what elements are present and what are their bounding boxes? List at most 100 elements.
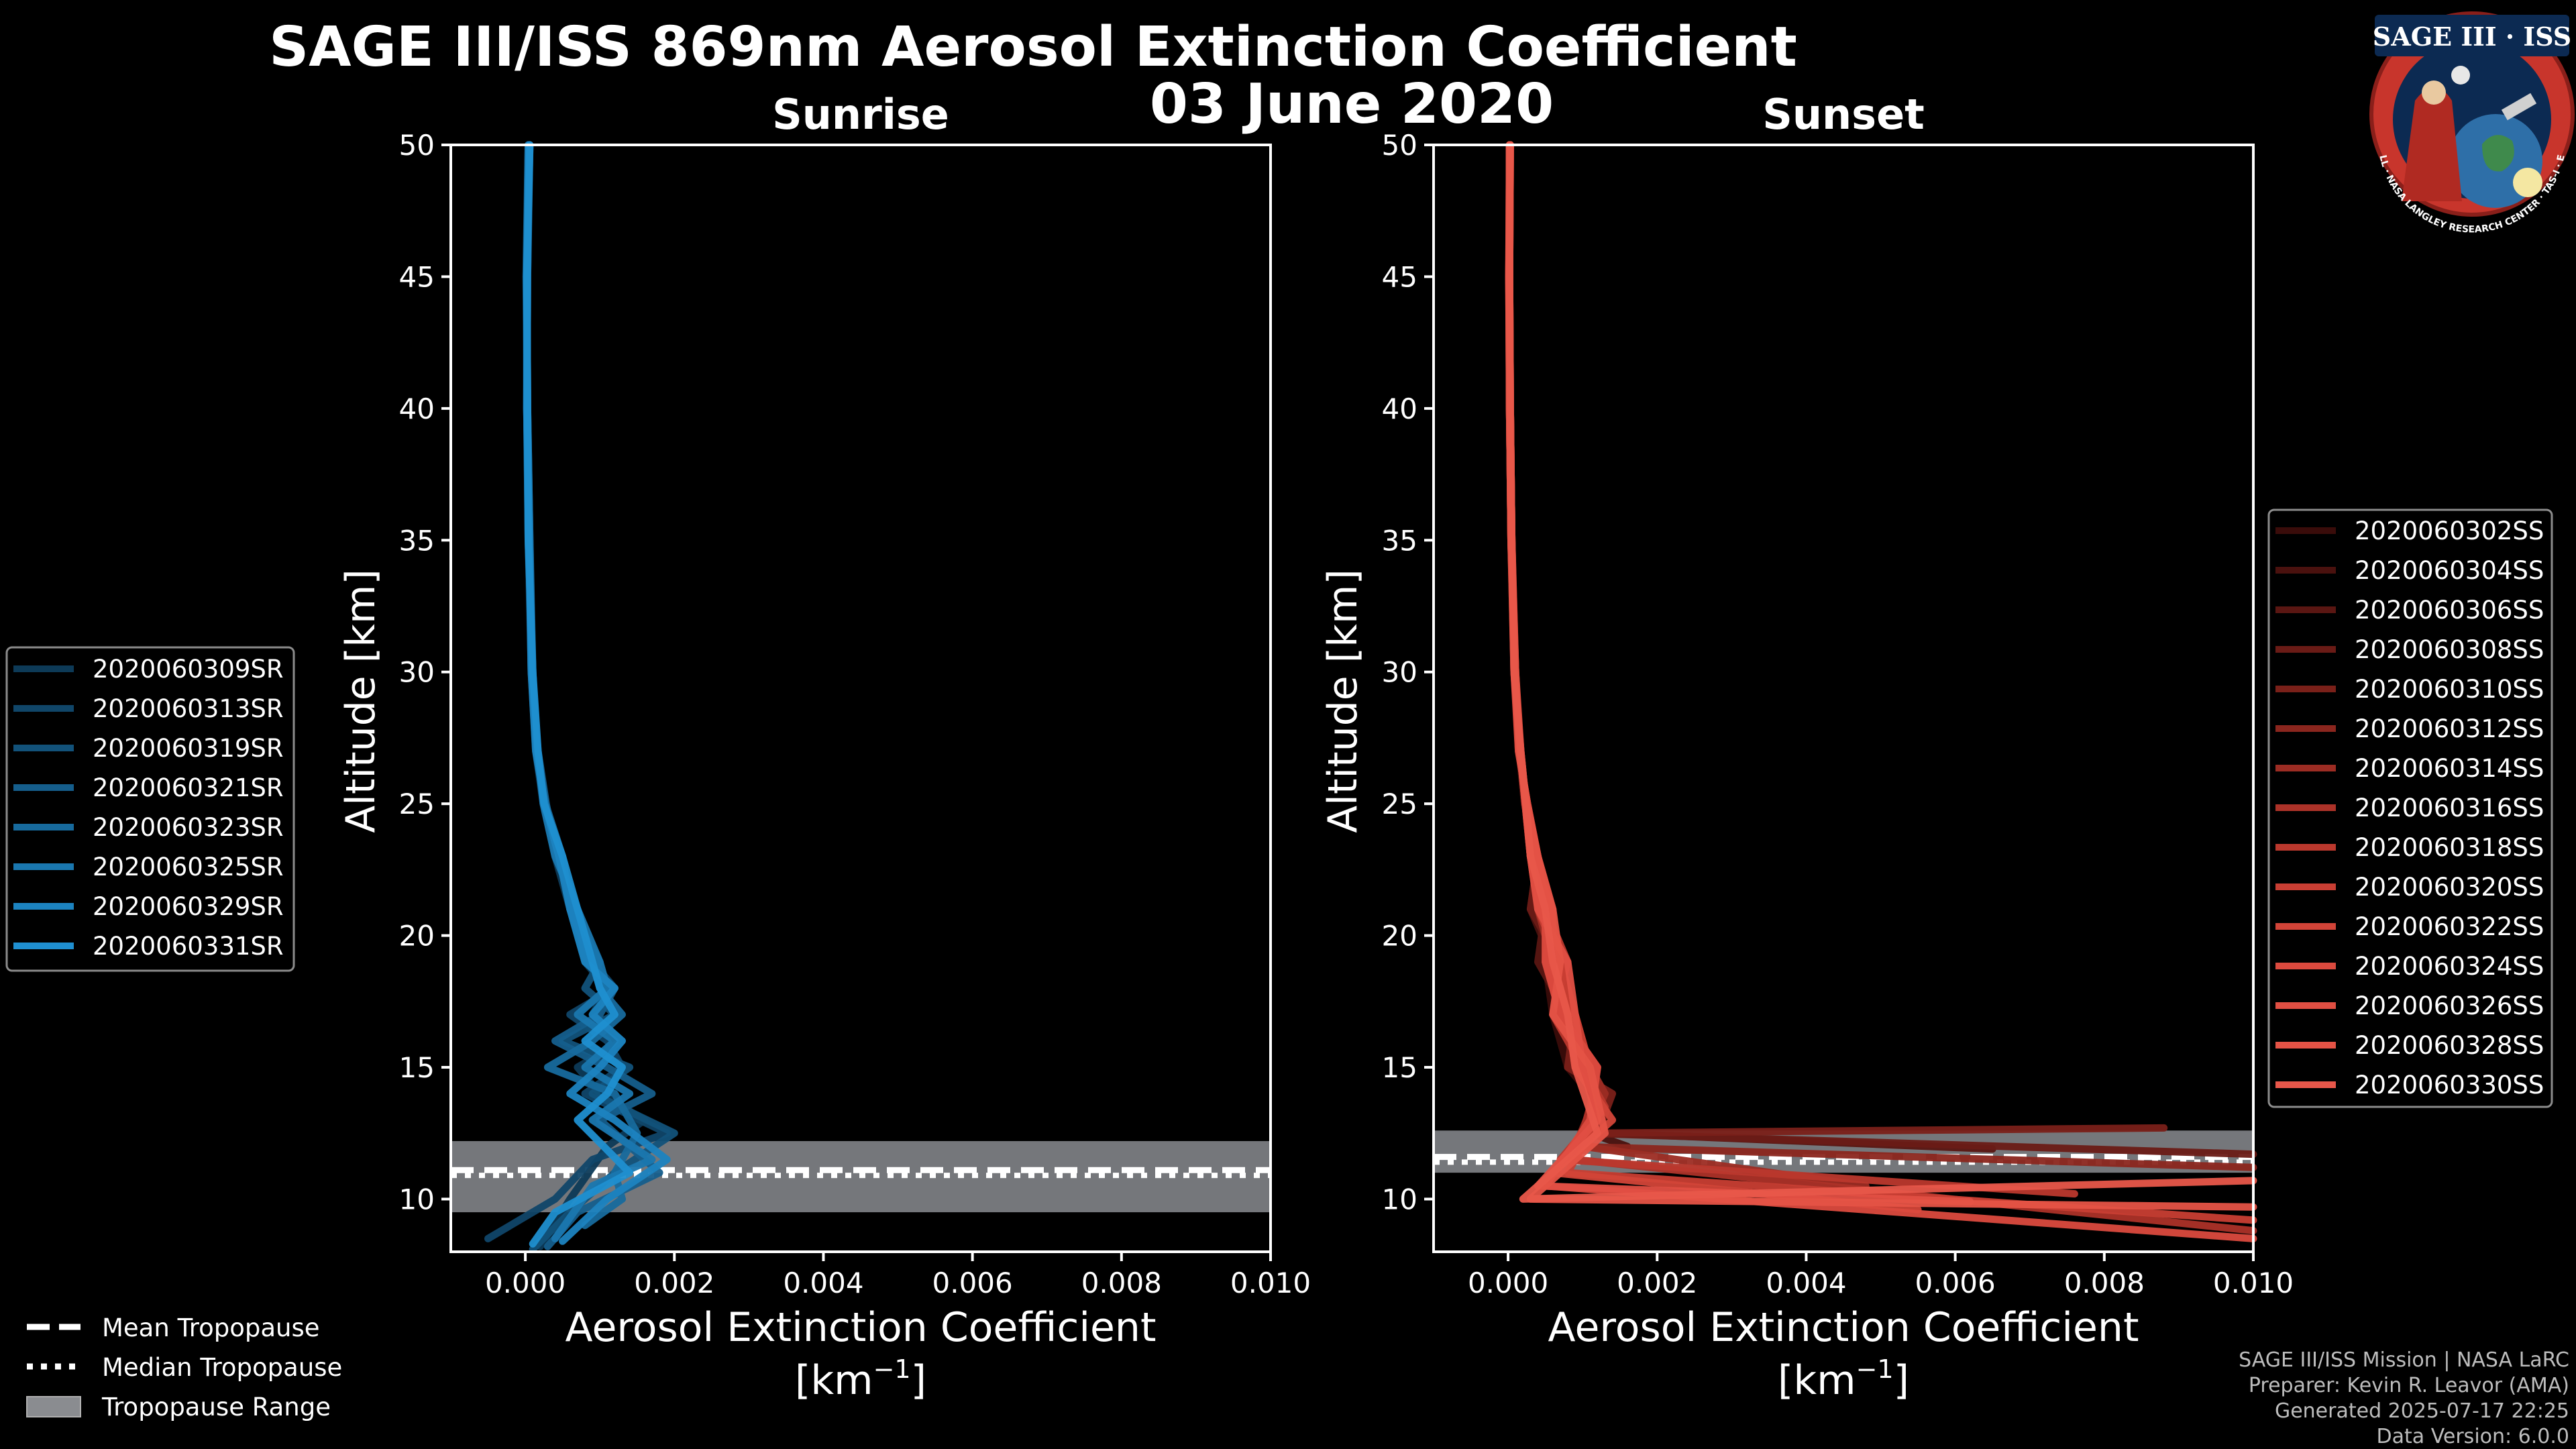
sunset-x-tick-label: 0.008 (2064, 1267, 2145, 1299)
sunset-legend-label: 2020060312SS (2355, 714, 2544, 743)
sunset-plot-frame (1432, 144, 2255, 1253)
sunrise-legend-label: 2020060321SR (93, 773, 284, 802)
sunrise-series-2020060331SR (523, 141, 634, 1248)
sunrise-y-tick-label: 15 (399, 1051, 435, 1084)
sunset-y-tick-label: 10 (1382, 1183, 1417, 1216)
sunset-legend-label: 2020060324SS (2355, 952, 2544, 981)
sunrise-legend-label: 2020060329SR (93, 892, 284, 921)
sunrise-y-tick-label: 25 (399, 788, 435, 820)
sunset-legend-label: 2020060326SS (2355, 991, 2544, 1020)
sunset-legend-frame (2267, 508, 2553, 1108)
credit-mission: SAGE III/ISS Mission | NASA LaRC (2239, 1348, 2569, 1372)
credit-data-version: Data Version: 6.0.0 (2377, 1425, 2569, 1448)
sunrise-x-unit-base: [km (795, 1357, 873, 1404)
sunrise-legend-label: 2020060323SR (93, 813, 284, 842)
sunrise-x-tick-label: 0.002 (634, 1267, 714, 1299)
tropopause-legend: Mean Tropopause Median Tropopause Tropop… (26, 1313, 342, 1421)
tropopause-range-swatch (26, 1396, 81, 1417)
sunrise-y-tick-label: 45 (399, 260, 435, 293)
sunrise-y-tick-label: 30 (399, 656, 435, 689)
sunset-legend-label: 2020060306SS (2355, 596, 2544, 625)
sunrise-profiles (484, 141, 678, 1253)
sunset-panel-title: Sunset (1762, 90, 1925, 139)
sunset-x-tick-label: 0.006 (1915, 1267, 1996, 1299)
logo-banner (2375, 15, 2569, 56)
sunrise-x-tick-label: 0.004 (783, 1267, 863, 1299)
sunrise-y-tick-label: 40 (399, 392, 435, 425)
sunset-x-tick-label: 0.010 (2213, 1267, 2294, 1299)
sunset-legend-label: 2020060328SS (2355, 1031, 2544, 1060)
sunset-y-tick-label: 50 (1382, 129, 1417, 162)
sunrise-x-tick-label: 0.010 (1230, 1267, 1311, 1299)
logo-moon-icon (2451, 66, 2470, 85)
sunrise-legend-label: 2020060313SR (93, 694, 284, 723)
sunrise-x-tick-label: 0.000 (485, 1267, 566, 1299)
logo-continent-shape (2482, 135, 2514, 172)
credit-generated: Generated 2025-07-17 22:25 (2275, 1399, 2569, 1423)
sunset-y-tick-label: 25 (1382, 788, 1417, 820)
sunrise-x-unit-close: ] (911, 1357, 926, 1404)
sunrise-y-axis-label: Altitude [km] (337, 569, 384, 833)
sunrise-plot-frame (449, 144, 1272, 1253)
sunrise-x-unit-exponent: −1 (873, 1354, 911, 1384)
sunrise-y-tick-label: 35 (399, 524, 435, 557)
sunrise-legend-frame (5, 646, 295, 972)
logo-figure-head (2422, 80, 2446, 105)
sunrise-y-tick-label: 20 (399, 920, 435, 953)
sunrise-panel-title: Sunrise (772, 90, 949, 139)
sunset-legend-entries: 2020060302SS 2020060304SS 2020060306SS 2020… (2275, 517, 2544, 1099)
sunset-legend-label: 2020060330SS (2355, 1071, 2544, 1099)
sunset-y-tick-label: 40 (1382, 392, 1417, 425)
sunset-legend-label: 2020060302SS (2355, 517, 2544, 545)
sunrise-y-ticks: 10 15 20 25 30 35 40 45 50 (399, 129, 451, 1216)
sunset-y-ticks: 10 15 20 25 30 35 40 45 50 (1382, 129, 1434, 1216)
sunset-legend: 2020060302SS 2020060304SS 2020060306SS 2020… (2267, 508, 2553, 1108)
sunset-x-ticks: 0.000 0.002 0.004 0.006 0.008 0.010 (1468, 1252, 2294, 1299)
sunset-legend-label: 2020060318SS (2355, 833, 2544, 862)
sunrise-legend: 2020060309SR 2020060313SR 2020060319SR 2020… (5, 646, 295, 972)
sunset-x-unit-exponent: −1 (1856, 1354, 1894, 1384)
sunset-legend-label: 2020060314SS (2355, 754, 2544, 783)
sunrise-legend-label: 2020060331SR (93, 932, 284, 961)
logo-title-text: SAGE III · ISS (2373, 21, 2571, 52)
credits-block: SAGE III/ISS Mission | NASA LaRC Prepare… (2239, 1348, 2569, 1448)
sunrise-legend-label: 2020060325SR (93, 853, 284, 881)
figure-date: 03 June 2020 (1150, 72, 1554, 136)
median-tropopause-label: Median Tropopause (102, 1353, 342, 1382)
sunset-y-tick-label: 35 (1382, 524, 1417, 557)
sunset-x-unit-base: [km (1778, 1357, 1856, 1404)
sunset-legend-label: 2020060310SS (2355, 675, 2544, 704)
sunrise-legend-label: 2020060319SR (93, 734, 284, 763)
sunset-x-tick-label: 0.004 (1766, 1267, 1846, 1299)
sunrise-x-tick-label: 0.006 (932, 1267, 1013, 1299)
logo-sun-icon (2513, 168, 2542, 197)
sunset-y-tick-label: 30 (1382, 656, 1417, 689)
sunrise-y-tick-label: 10 (399, 1183, 435, 1216)
figure-title: SAGE III/ISS 869nm Aerosol Extinction Co… (269, 15, 1797, 79)
sunset-y-tick-label: 45 (1382, 260, 1417, 293)
sunset-y-tick-label: 15 (1382, 1051, 1417, 1084)
sunrise-panel: 10 15 20 25 30 35 40 45 50 0.000 0.002 0.004 0.006 0… (399, 129, 1311, 1299)
sunrise-legend-label: 2020060309SR (93, 655, 284, 684)
sunrise-legend-entries: 2020060309SR 2020060313SR 2020060319SR 2020… (13, 655, 284, 961)
sunrise-y-tick-label: 50 (399, 129, 435, 162)
sunrise-x-tick-label: 0.008 (1081, 1267, 1162, 1299)
sunset-x-axis-label: Aerosol Extinction Coefficient (1548, 1304, 2139, 1351)
logo-figure-robe (2402, 87, 2462, 201)
logo-iss-icon (2501, 93, 2537, 121)
sunrise-x-axis-unit: [km−1] (795, 1354, 926, 1404)
sunrise-x-axis-label: Aerosol Extinction Coefficient (566, 1304, 1157, 1351)
sunset-legend-label: 2020060322SS (2355, 912, 2544, 941)
sunset-y-axis-label: Altitude [km] (1320, 569, 1366, 833)
sunset-legend-label: 2020060304SS (2355, 556, 2544, 585)
sunset-x-tick-label: 0.000 (1468, 1267, 1548, 1299)
credit-preparer: Preparer: Kevin R. Leavor (AMA) (2249, 1374, 2569, 1397)
sunset-profiles (1505, 141, 2257, 1242)
tropopause-range-label: Tropopause Range (101, 1393, 331, 1421)
sunset-series-2020060330SS (1505, 141, 2257, 1203)
sunset-x-unit-close: ] (1894, 1357, 1909, 1404)
sunset-y-tick-label: 20 (1382, 920, 1417, 953)
sunset-legend-label: 2020060320SS (2355, 873, 2544, 902)
